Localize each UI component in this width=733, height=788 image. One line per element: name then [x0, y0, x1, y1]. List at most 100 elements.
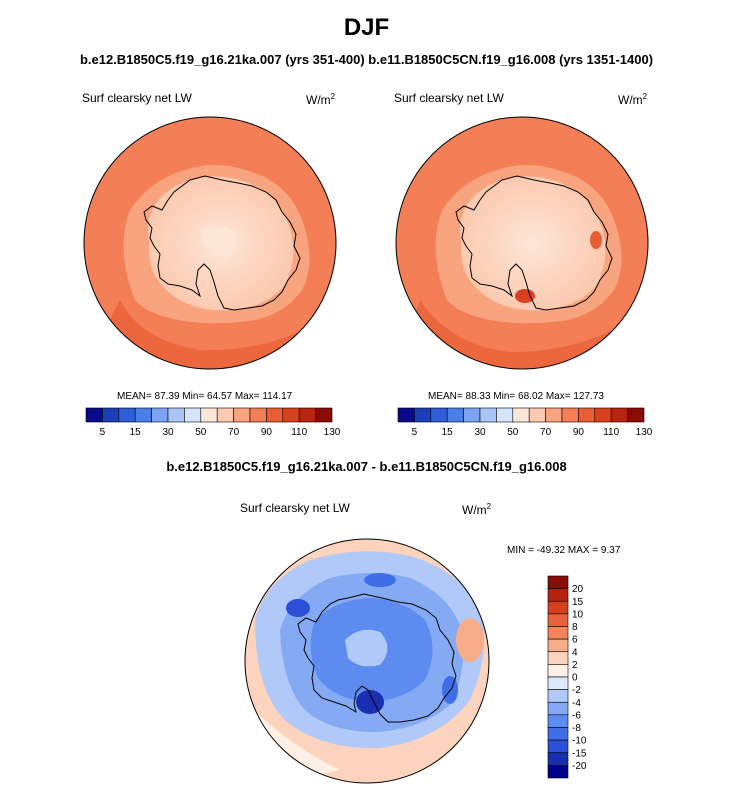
case-comparison-subtitle: b.e12.B1850C5.f19_g16.21ka.007 (yrs 351-… [79, 52, 654, 67]
colorbar-tick-label: 20 [572, 584, 584, 595]
colorbar-tick-label: -4 [572, 698, 581, 709]
colorbar-tick-label: 0 [572, 673, 578, 684]
colorbar-box [233, 407, 251, 423]
colorbar-box [547, 701, 569, 716]
colorbar-tick-label: -15 [572, 748, 587, 759]
panel1-coastline [143, 175, 301, 311]
panel2-colorbar: 5 15 30 50 70 90 110 130 [397, 407, 653, 438]
colorbar-box [547, 600, 569, 615]
colorbar-box [249, 407, 267, 423]
panel2-stats: MEAN= 88.33 Min= 68.02 Max= 127.73 [428, 391, 604, 402]
panel2-coastline [455, 175, 613, 311]
colorbar-box [479, 407, 497, 423]
colorbar-box [134, 407, 152, 423]
colorbar-tick-label: 30 [162, 427, 174, 438]
colorbar-tick-label: 50 [507, 427, 519, 438]
colorbar-box [266, 407, 284, 423]
colorbar-tick-label: 90 [261, 427, 273, 438]
colorbar-tick-label: 10 [572, 609, 584, 620]
colorbar-tick-label: -20 [572, 761, 587, 772]
panel2-units: W/m2 [618, 92, 648, 107]
colorbar-tick-label: 130 [324, 427, 341, 438]
colorbar-tick-label: -2 [572, 685, 581, 696]
colorbar-box [496, 407, 514, 423]
colorbar-box [430, 407, 448, 423]
panel3-map-border [244, 538, 490, 784]
colorbar-box [594, 407, 612, 423]
colorbar-box [610, 407, 628, 423]
panel2-map [396, 117, 648, 369]
colorbar-box [463, 407, 481, 423]
colorbar-tick-label: 130 [636, 427, 653, 438]
colorbar-box [547, 727, 569, 741]
colorbar-box [298, 407, 316, 423]
colorbar-box [282, 407, 300, 423]
colorbar-box [512, 407, 530, 423]
colorbar-box [118, 407, 136, 423]
colorbar-tick-label: -8 [572, 723, 581, 734]
panel3-coastline [297, 593, 457, 723]
colorbar-box [547, 626, 569, 640]
colorbar-box [151, 407, 169, 423]
colorbar-tick-label: 8 [572, 622, 578, 633]
panel1-map [84, 117, 336, 369]
colorbar-tick-label: 110 [603, 427, 619, 438]
colorbar-tick-label: -6 [572, 710, 581, 721]
colorbar-box [547, 689, 569, 703]
colorbar-box [315, 407, 333, 423]
colorbar-box [397, 407, 415, 423]
panel1-colorbar: 5 15 30 50 70 90 110 130 [85, 407, 341, 438]
colorbar-tick-label: 30 [474, 427, 486, 438]
colorbar-box [528, 407, 546, 423]
colorbar-box [547, 651, 569, 665]
colorbar-box [627, 407, 645, 423]
colorbar-box [545, 407, 563, 423]
colorbar-box [414, 407, 432, 423]
panel2-map-border [395, 116, 649, 370]
colorbar-box [200, 407, 218, 423]
colorbar-box [102, 407, 120, 423]
colorbar-tick-label: 15 [572, 597, 584, 608]
colorbar-tick-label: 2 [572, 660, 578, 671]
colorbar-box [547, 638, 569, 653]
panel1-stats: MEAN= 87.39 Min= 64.57 Max= 114.17 [117, 391, 293, 402]
panel1-map-border [83, 116, 337, 370]
colorbar-box [547, 676, 569, 690]
colorbar-box [547, 765, 569, 779]
panel3-map [245, 539, 489, 783]
colorbar-box [446, 407, 464, 423]
colorbar-tick-label: 5 [100, 427, 106, 438]
colorbar-box [167, 407, 185, 423]
panel1-units: W/m2 [306, 92, 336, 107]
colorbar-tick-label: 70 [228, 427, 240, 438]
colorbar-box [85, 407, 103, 423]
colorbar-box [547, 575, 569, 589]
colorbar-box [578, 407, 596, 423]
colorbar-box [184, 407, 202, 423]
panel1-variable-label: Surf clearsky net LW [82, 91, 192, 105]
figure-title: DJF [343, 14, 390, 41]
colorbar-tick-label: -10 [572, 736, 587, 747]
colorbar-tick-label: 15 [442, 427, 454, 438]
panel3-stats: MIN = -49.32 MAX = 9.37 [507, 545, 621, 556]
colorbar-box [561, 407, 579, 423]
colorbar-tick-label: 90 [573, 427, 585, 438]
colorbar-box [547, 739, 569, 754]
colorbar-tick-label: 4 [572, 647, 578, 658]
panel3-units: W/m2 [462, 502, 492, 517]
colorbar-tick-label: 110 [291, 427, 307, 438]
colorbar-tick-label: 5 [412, 427, 418, 438]
panel3-variable-label: Surf clearsky net LW [240, 501, 350, 515]
colorbar-box [547, 752, 569, 766]
colorbar-tick-label: 70 [540, 427, 552, 438]
panel2-variable-label: Surf clearsky net LW [394, 91, 504, 105]
difference-subtitle: b.e12.B1850C5.f19_g16.21ka.007 - b.e11.B… [166, 459, 567, 474]
colorbar-box [547, 613, 569, 627]
colorbar-box [216, 407, 234, 423]
colorbar-tick-label: 15 [130, 427, 142, 438]
colorbar-box [547, 714, 569, 728]
colorbar-box [547, 588, 569, 602]
colorbar-tick-label: 50 [195, 427, 207, 438]
